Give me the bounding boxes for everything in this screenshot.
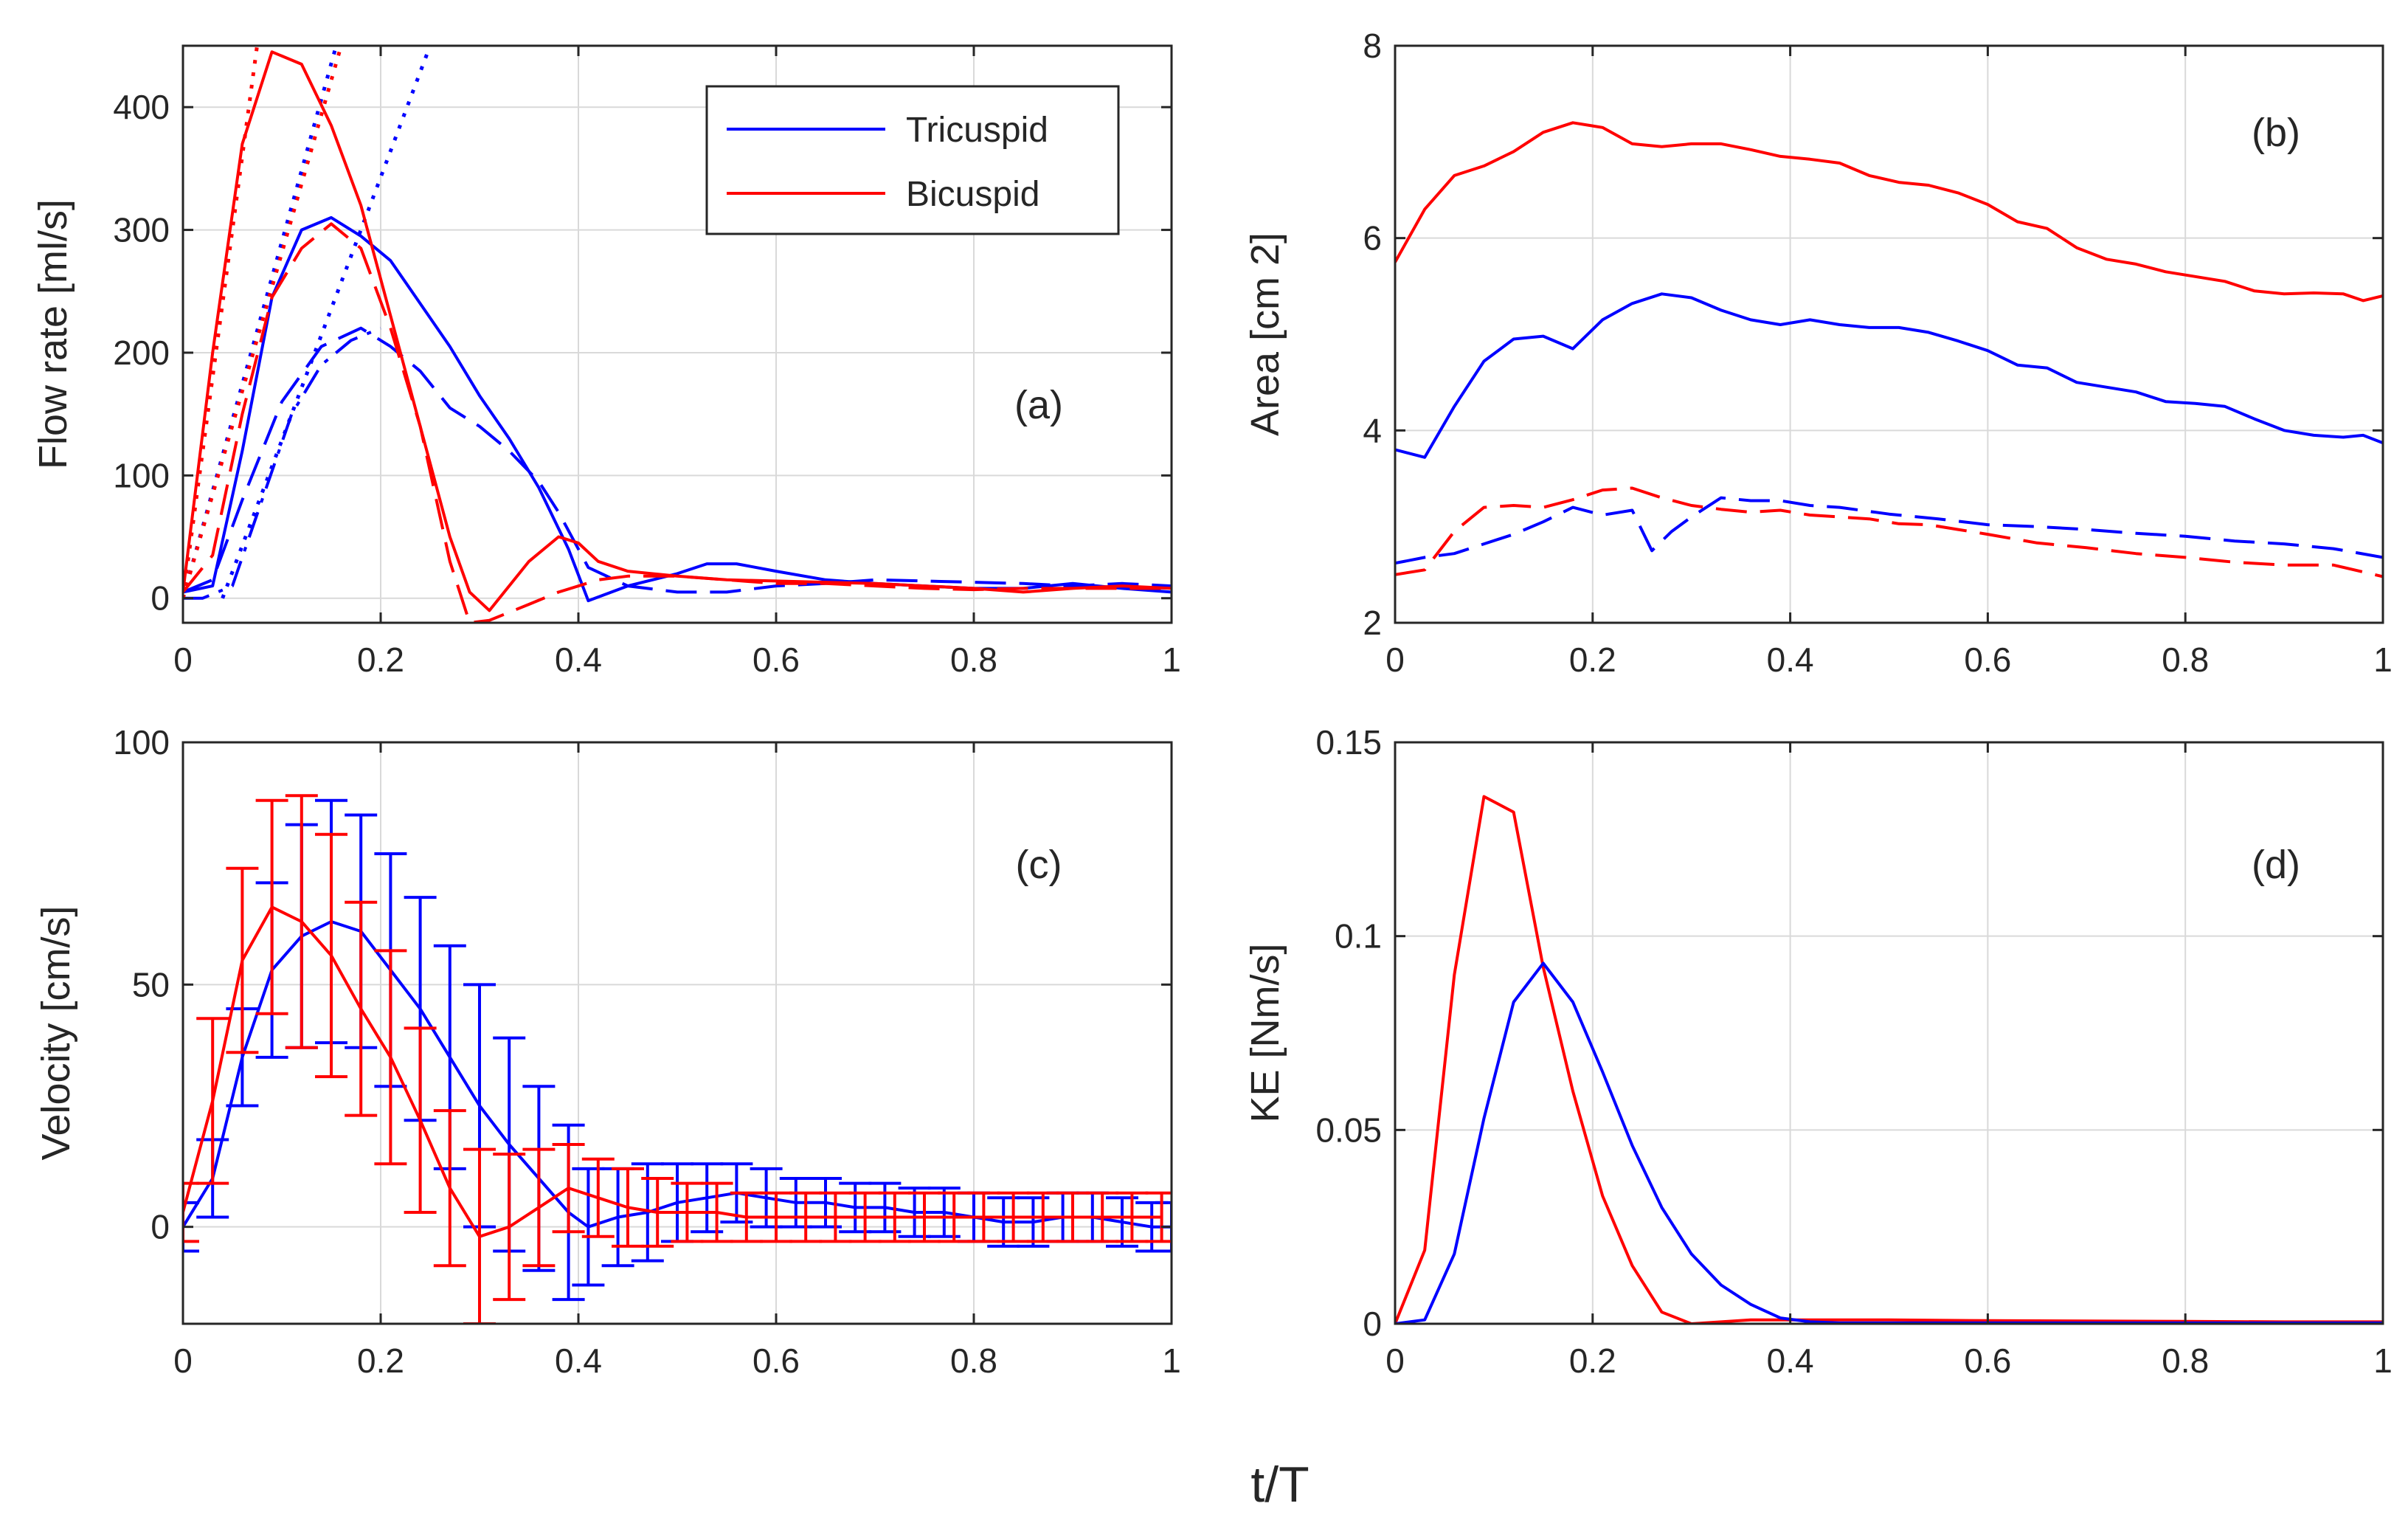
legend-label-tricuspid: Tricuspid	[906, 111, 1048, 150]
panel-c-ytick-label: 100	[113, 723, 170, 762]
panel-b-tag: (b)	[2252, 111, 2300, 155]
panel-d-series-0	[1395, 795, 2383, 1324]
panel-a-ytick-label: 0	[150, 579, 170, 618]
panel-d-plot-area	[1395, 742, 2383, 1324]
panel-b-series-0	[1395, 121, 2383, 303]
panel-c-axes-box	[181, 741, 1173, 1325]
panel-c-group: 0 0.2 0.4 0.6 0.8 1 0 50 100 Velocity [cm/s] (c)	[34, 723, 1181, 1380]
panel-a-series-2	[183, 326, 381, 600]
legend: Tricuspid Bicuspid	[705, 85, 1120, 235]
panel-b-xtick-label: 0.8	[2162, 640, 2209, 679]
legend-box	[705, 85, 1120, 235]
panel-d-y-axis-label: KE [Nm/s]	[1243, 943, 1287, 1122]
panel-a-series-1	[183, 326, 1172, 594]
panel-c-y-axis-label: Velocity [cm/s]	[34, 905, 78, 1160]
panel-a-series-7	[183, 46, 259, 599]
panel-c-ytick-label: 0	[150, 1208, 170, 1246]
panel-a-series-6	[183, 222, 1172, 623]
panel-a-series-8	[183, 46, 343, 599]
panel-b-xtick-label: 0	[1385, 640, 1405, 679]
panel-d-axes-box	[1394, 741, 2384, 1325]
panel-d-xtick-label: 1	[2373, 1341, 2393, 1380]
panel-b-xtick-label: 0.4	[1767, 640, 1814, 679]
panel-c-xtick-label: 0.4	[555, 1341, 602, 1380]
panel-b-plot-area	[1395, 46, 2383, 623]
panel-c-ytick-label: 50	[132, 965, 170, 1004]
panel-d-ytick-label: 0	[1363, 1305, 1382, 1343]
panel-d-xtick-label: 0.8	[2162, 1341, 2209, 1380]
panel-a-tag: (a)	[1014, 383, 1063, 427]
panel-a-xtick-label: 0	[173, 640, 193, 679]
panel-a-ytick-label: 200	[113, 334, 170, 372]
panel-b-ytick-label: 4	[1363, 411, 1382, 449]
panel-c-xtick-label: 0.8	[950, 1341, 997, 1380]
panel-d-tag: (d)	[2252, 843, 2300, 887]
panel-d-ytick-label: 0.15	[1315, 723, 1382, 762]
panel-a-xtick-label: 1	[1162, 640, 1181, 679]
panel-a-xtick-label: 0.2	[357, 640, 404, 679]
panel-b-y-axis-label: Area [cm 2]	[1243, 232, 1287, 436]
panel-c-tag: (c)	[1016, 843, 1062, 887]
panel-b-group: 0 0.2 0.4 0.6 0.8 1 2 4 6 8 Area [cm 2] (b)	[1243, 27, 2393, 679]
panel-b-series-3	[1395, 486, 2383, 579]
panel-b-ytick-label: 6	[1363, 219, 1382, 258]
panel-c-series-group	[183, 794, 1172, 1324]
panel-a-series-group	[183, 46, 1172, 623]
panel-d-xtick-label: 0.2	[1569, 1341, 1616, 1380]
panel-a-ytick-label: 400	[113, 88, 170, 126]
panel-a-xtick-label: 0.6	[752, 640, 800, 679]
panel-b-series-1	[1395, 292, 2383, 459]
panel-c-xtick-label: 0.2	[357, 1341, 404, 1380]
panel-c-xtick-label: 0.6	[752, 1341, 800, 1380]
panel-d-xtick-label: 0.4	[1767, 1341, 1814, 1380]
panel-a-ytick-label: 100	[113, 456, 170, 494]
panel-d-xtick-label: 0	[1385, 1341, 1405, 1380]
legend-label-bicuspid: Bicuspid	[906, 175, 1039, 214]
panel-a-series-3	[183, 46, 339, 599]
panel-b-series-2	[1395, 496, 2383, 565]
panel-b-xtick-label: 1	[2373, 640, 2393, 679]
panel-b-axes-box	[1394, 44, 2384, 624]
panel-d-ytick-label: 0.1	[1335, 917, 1382, 956]
panel-a-ytick-label: 300	[113, 211, 170, 249]
panel-b-xtick-label: 0.6	[1964, 640, 2011, 679]
panel-b-ytick-label: 8	[1363, 27, 1382, 65]
panel-b-xtick-label: 0.2	[1569, 640, 1616, 679]
panel-a-series-4	[221, 46, 432, 599]
panel-a-xtick-label: 0.4	[555, 640, 602, 679]
panel-d-xtick-label: 0.6	[1964, 1341, 2011, 1380]
panel-c-series-1	[183, 905, 1162, 1238]
panel-a-series-5	[183, 50, 1172, 612]
panel-d-group: 0 0.2 0.4 0.6 0.8 1 0 0.05 0.1 0.15 KE [Nm/s] (d)	[1243, 723, 2393, 1380]
panel-a-axes-box	[181, 44, 1173, 624]
panel-d-ytick-label: 0.05	[1315, 1111, 1382, 1149]
panel-c-xtick-label: 0	[173, 1341, 193, 1380]
panel-b-ytick-label: 2	[1363, 604, 1382, 642]
panel-c-xtick-label: 1	[1162, 1341, 1181, 1380]
panel-a-xtick-label: 0.8	[950, 640, 997, 679]
panel-b-series-group	[1395, 121, 2383, 579]
panel-a-y-axis-label: Flow rate [ml/s]	[31, 199, 75, 469]
shared-x-axis-label: t/T	[1250, 1457, 1309, 1513]
